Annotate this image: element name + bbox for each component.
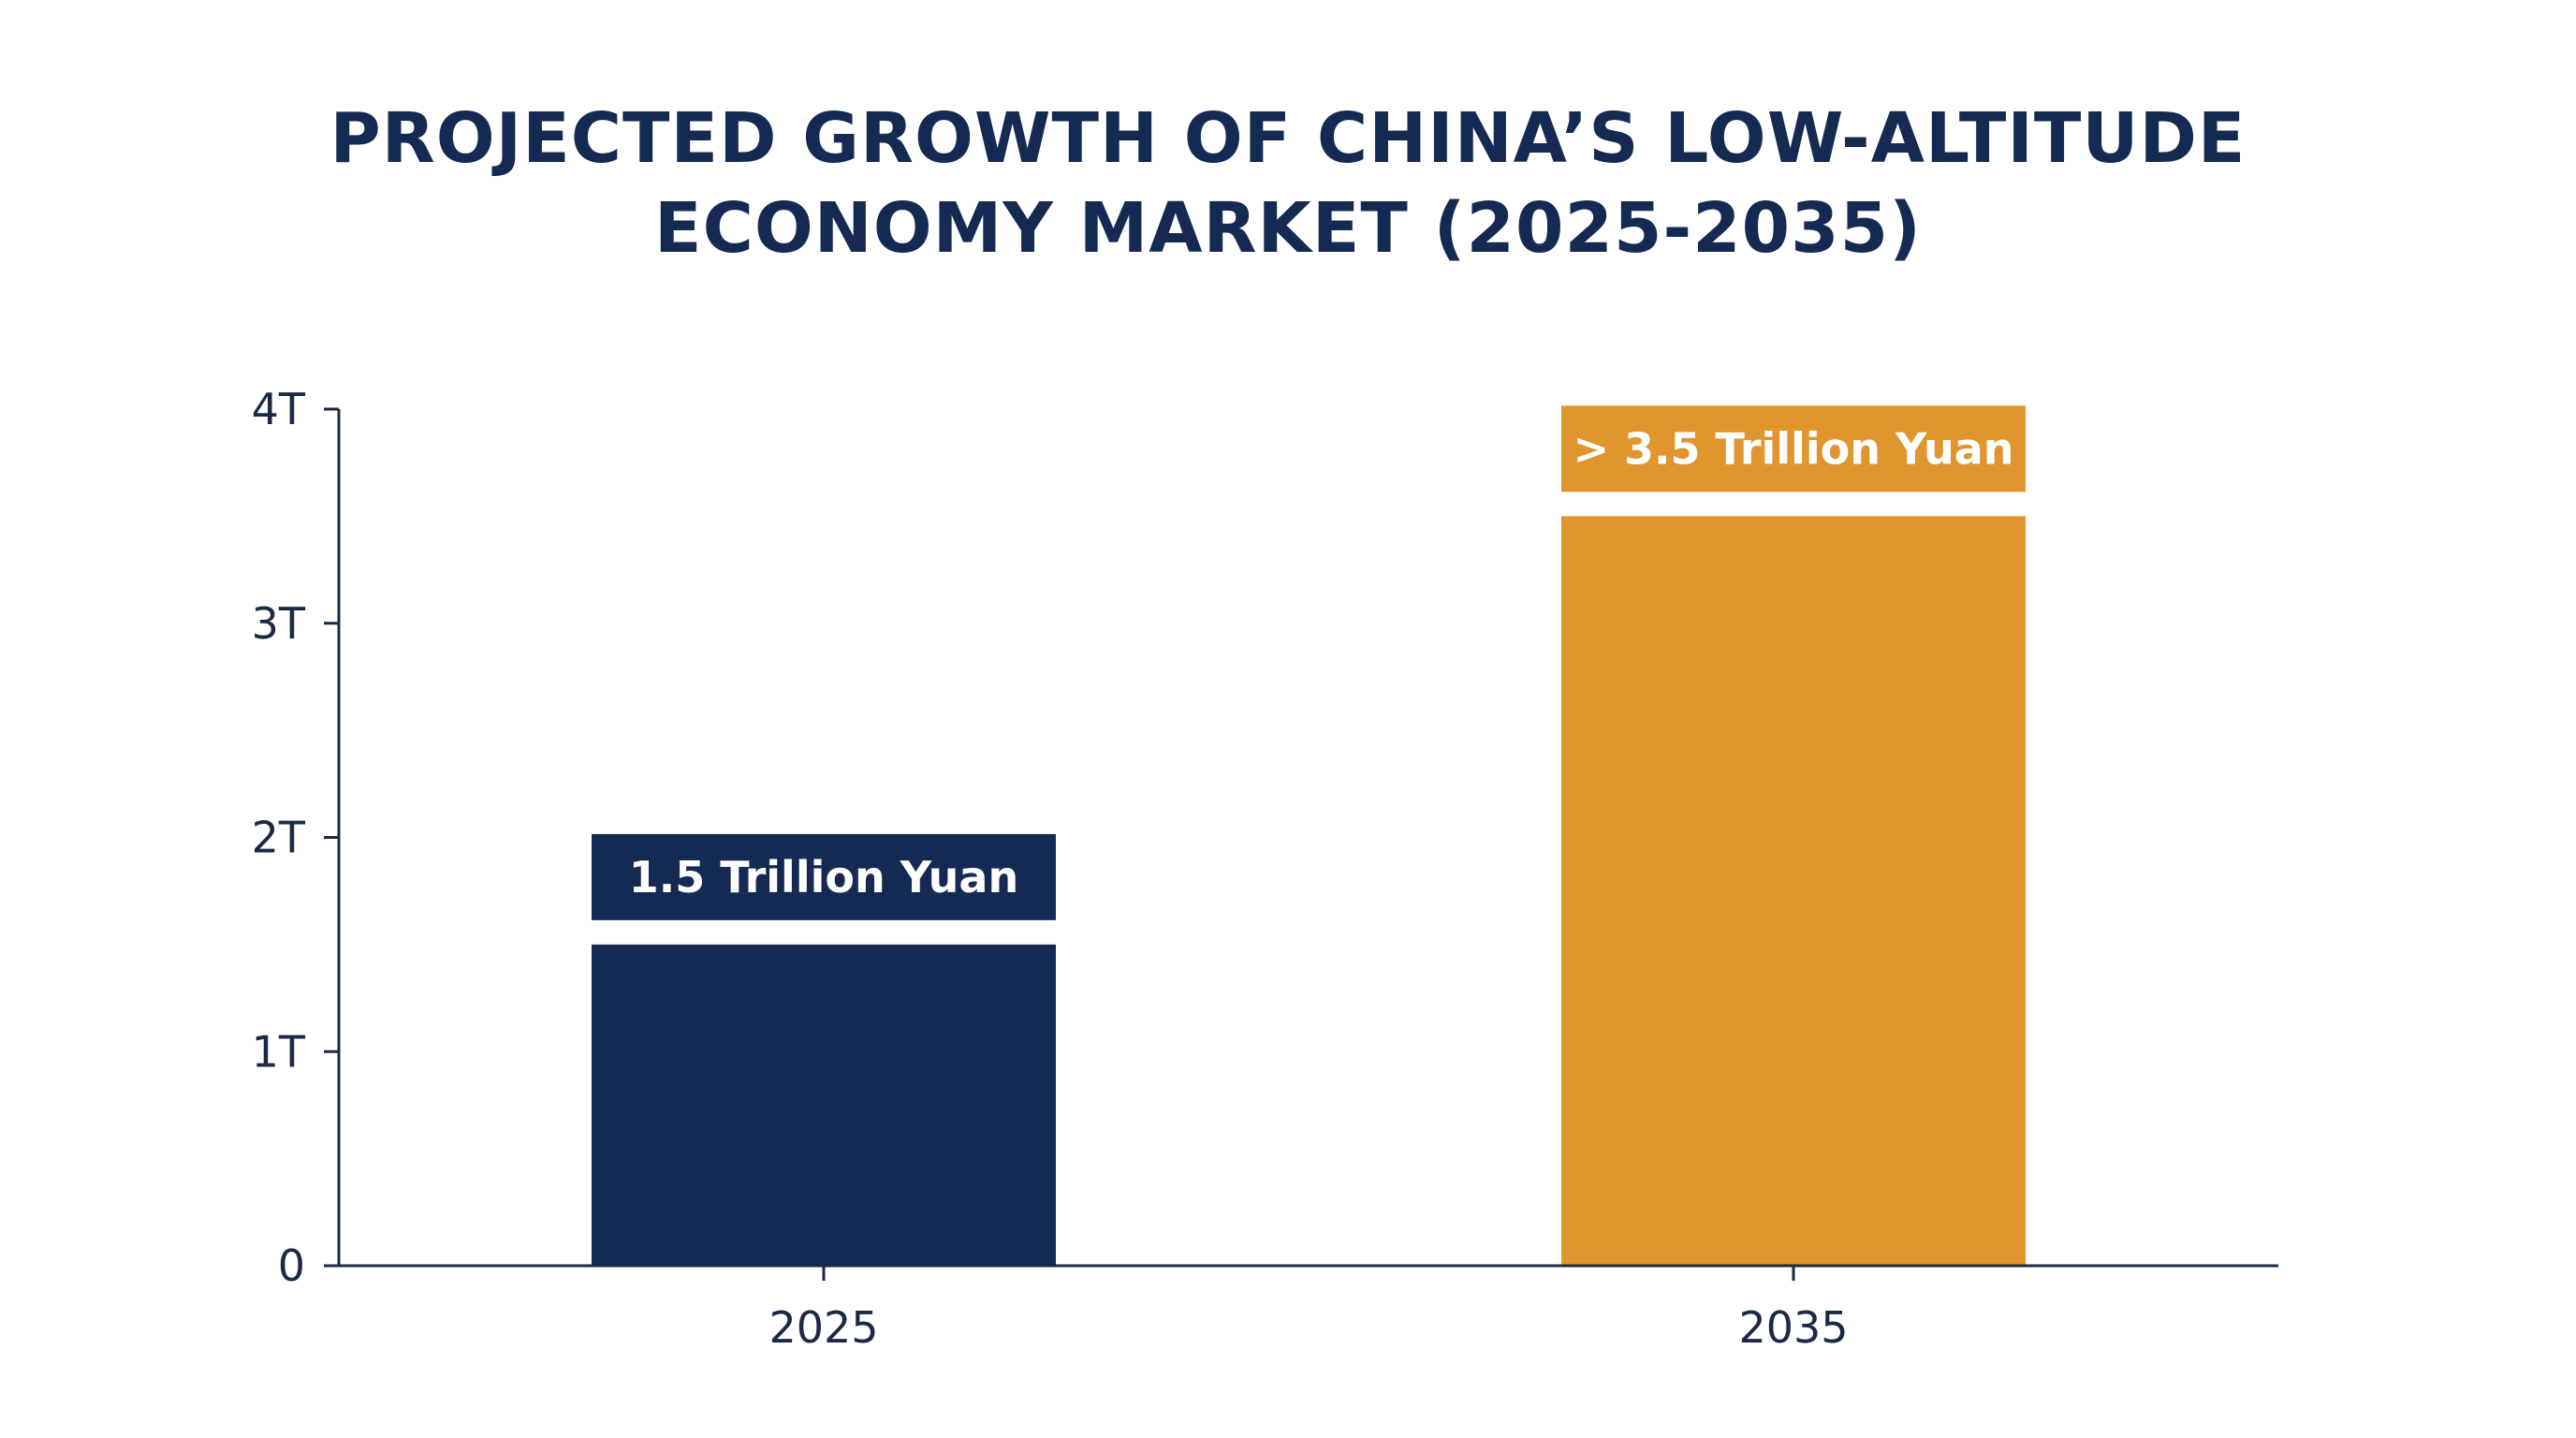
bars-layer — [592, 516, 2026, 1266]
data-label-box-2025 — [592, 833, 1056, 920]
data-labels-layer: 1.5 Trillion Yuan > 3.5 Trillion Yuan — [592, 405, 2026, 920]
chart-title-line-2: ECONOMY MARKET (2025-2035) — [654, 188, 1922, 269]
y-tick-label-4: 4T — [252, 384, 306, 434]
y-tick-label-0: 0 — [278, 1240, 305, 1291]
bar-2025 — [592, 944, 1056, 1266]
data-label-box-2035 — [1561, 405, 2026, 492]
data-label-2025: 1.5 Trillion Yuan — [629, 852, 1018, 902]
chart-title-line-1: PROJECTED GROWTH OF CHINA’S LOW-ALTITUDE — [329, 98, 2247, 179]
y-tick-label-3: 3T — [252, 598, 306, 649]
y-tick-label-1: 1T — [252, 1026, 306, 1077]
x-tick-label-2025: 2025 — [768, 1302, 878, 1353]
axes-layer: 2025 2035 0 1T 2T 3T 4T — [252, 384, 2278, 1353]
x-tick-label-2035: 2035 — [1738, 1302, 1848, 1353]
bar-2035 — [1561, 516, 2026, 1266]
chart-title: PROJECTED GROWTH OF CHINA’S LOW-ALTITUDE… — [0, 94, 2576, 273]
data-label-2035: > 3.5 Trillion Yuan — [1573, 423, 2013, 474]
y-tick-label-2: 2T — [252, 813, 306, 863]
